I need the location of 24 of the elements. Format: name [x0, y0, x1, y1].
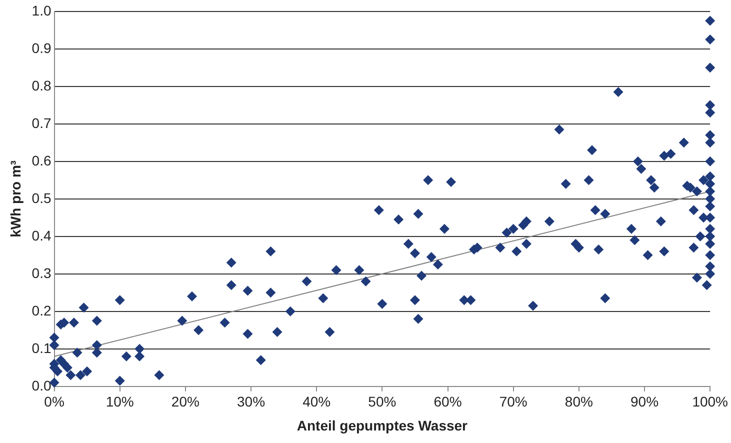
y-tick-label: 0.9 [32, 40, 52, 56]
y-tick-label: 0.2 [32, 302, 52, 318]
x-axis-title: Anteil gepumptes Wasser [296, 417, 468, 434]
y-tick-label: 1.0 [32, 2, 52, 18]
x-tick-label: 30% [236, 394, 266, 410]
x-tick-label: 100% [692, 394, 728, 410]
x-tick-label: 40% [302, 394, 331, 410]
x-tick-label: 0% [44, 394, 64, 410]
x-tick-label: 60% [434, 394, 462, 410]
y-tick-label: 0.0 [32, 377, 52, 394]
x-tick-label: 10% [106, 394, 134, 410]
y-tick-label: 0.5 [32, 190, 52, 206]
y-tick-label: 0.1 [32, 340, 52, 356]
x-tick-label: 20% [171, 394, 200, 410]
x-tick-label: 90% [630, 394, 659, 410]
y-tick-label: 0.4 [32, 227, 52, 244]
x-tick-label: 50% [368, 394, 396, 410]
x-tick-label: 70% [499, 394, 528, 410]
x-tick-label: 80% [564, 394, 593, 410]
y-tick-label: 0.3 [32, 264, 52, 281]
y-axis-title: kWh pro m³ [7, 160, 24, 238]
y-tick-label: 0.6 [32, 152, 52, 168]
y-tick-label: 0.8 [32, 77, 52, 94]
y-tick-label: 0.7 [32, 114, 52, 131]
